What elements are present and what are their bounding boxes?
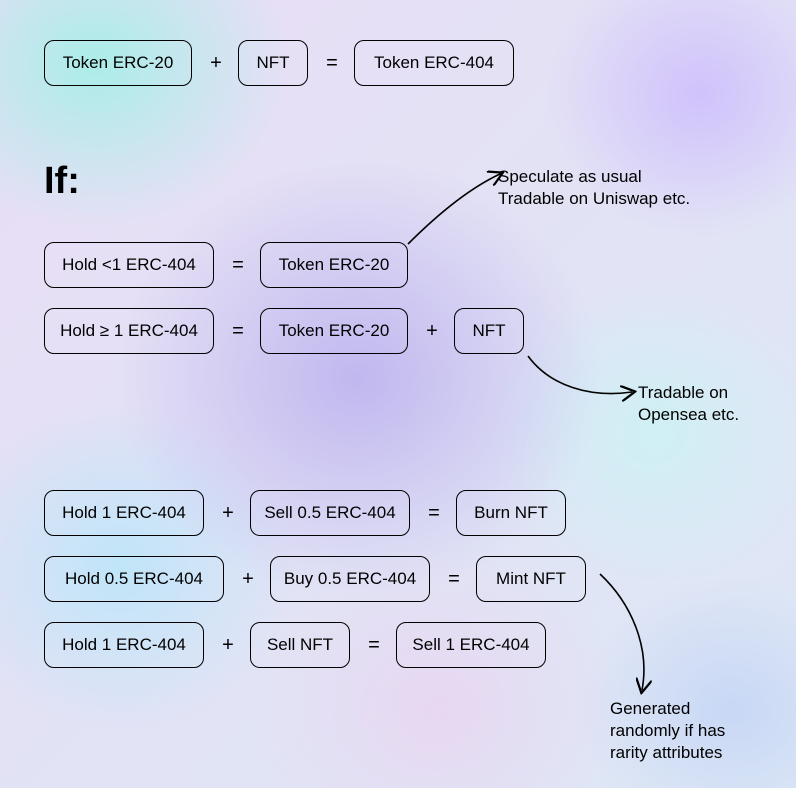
op-eq-r6: = xyxy=(362,633,386,657)
op-plus-r4: + xyxy=(216,501,240,525)
diagram-canvas: Token ERC-20 + NFT = Token ERC-404 If: H… xyxy=(0,0,796,788)
op-eq-r4: = xyxy=(422,501,446,525)
annotation-line: Tradable on xyxy=(638,383,728,402)
op-eq-r1: = xyxy=(320,51,344,75)
annotation-line: Generated xyxy=(610,699,690,718)
box-buy05-r5: Buy 0.5 ERC-404 xyxy=(270,556,430,602)
box-hold1-r6: Hold 1 ERC-404 xyxy=(44,622,204,668)
op-plus-r3: + xyxy=(420,319,444,343)
box-token-erc20-r3: Token ERC-20 xyxy=(260,308,408,354)
annotation-generated: Generated randomly if has rarity attribu… xyxy=(610,698,725,764)
arrow-to-generated xyxy=(592,568,662,698)
op-plus-r1: + xyxy=(204,51,228,75)
annotation-line: Speculate as usual xyxy=(498,167,642,186)
op-eq-r3: = xyxy=(226,319,250,343)
box-token-erc20-r1: Token ERC-20 xyxy=(44,40,192,86)
annotation-line: rarity attributes xyxy=(610,743,722,762)
op-eq-r5: = xyxy=(442,567,466,591)
annotation-speculate: Speculate as usual Tradable on Uniswap e… xyxy=(498,166,690,210)
box-token-erc20-r2: Token ERC-20 xyxy=(260,242,408,288)
annotation-line: randomly if has xyxy=(610,721,725,740)
box-hold1-r4: Hold 1 ERC-404 xyxy=(44,490,204,536)
box-hold-gte1-r3: Hold ≥ 1 ERC-404 xyxy=(44,308,214,354)
annotation-line: Tradable on Uniswap etc. xyxy=(498,189,690,208)
arrow-to-speculate xyxy=(398,168,508,248)
box-burn-nft-r4: Burn NFT xyxy=(456,490,566,536)
box-hold-lt1-r2: Hold <1 ERC-404 xyxy=(44,242,214,288)
box-nft-r3: NFT xyxy=(454,308,524,354)
arrow-to-opensea xyxy=(520,352,640,407)
box-sell-nft-r6: Sell NFT xyxy=(250,622,350,668)
annotation-opensea: Tradable on Opensea etc. xyxy=(638,382,739,426)
box-hold05-r5: Hold 0.5 ERC-404 xyxy=(44,556,224,602)
op-plus-r6: + xyxy=(216,633,240,657)
op-plus-r5: + xyxy=(236,567,260,591)
box-token-erc404-r1: Token ERC-404 xyxy=(354,40,514,86)
box-mint-nft-r5: Mint NFT xyxy=(476,556,586,602)
annotation-line: Opensea etc. xyxy=(638,405,739,424)
box-sell05-r4: Sell 0.5 ERC-404 xyxy=(250,490,410,536)
op-eq-r2: = xyxy=(226,253,250,277)
box-sell1-erc404-r6: Sell 1 ERC-404 xyxy=(396,622,546,668)
heading-if: If: xyxy=(44,160,80,203)
box-nft-r1: NFT xyxy=(238,40,308,86)
